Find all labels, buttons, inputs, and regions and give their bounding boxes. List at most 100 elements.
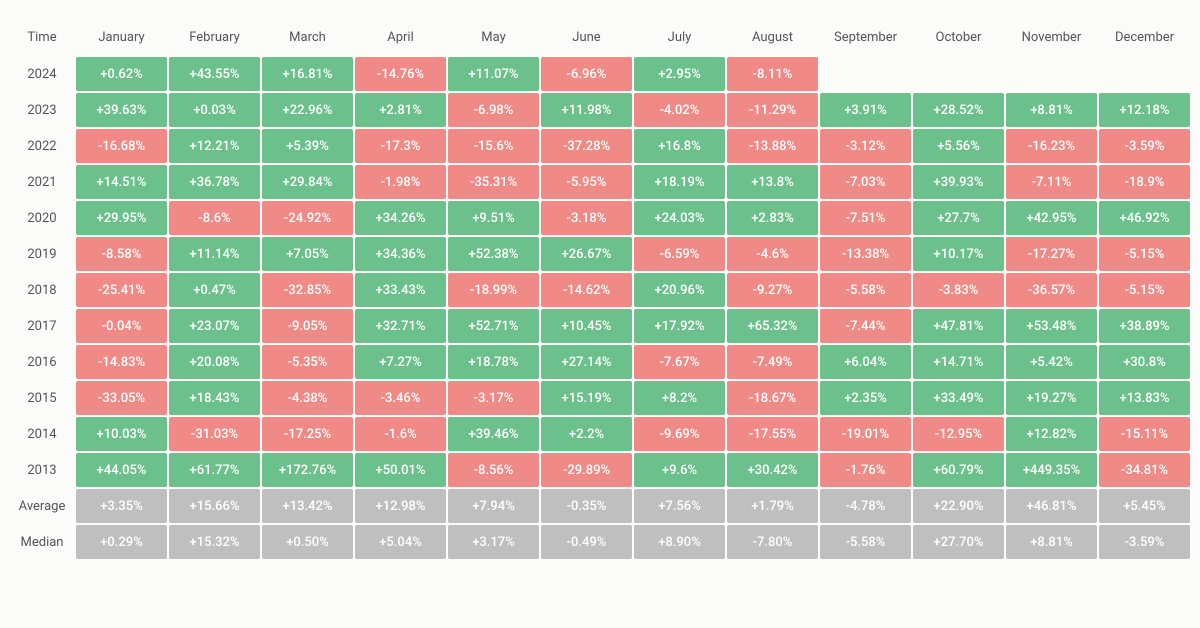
row-label-summary: Average: [10, 489, 74, 523]
cell-value: +12.82%: [1006, 417, 1097, 451]
cell-value: -25.41%: [76, 273, 167, 307]
cell-value: +0.03%: [169, 93, 260, 127]
cell-value: -15.11%: [1099, 417, 1190, 451]
cell-value: +2.35%: [820, 381, 911, 415]
cell-value: +14.71%: [913, 345, 1004, 379]
cell-value: +27.14%: [541, 345, 632, 379]
header-month: March: [262, 20, 353, 55]
cell-value: +10.17%: [913, 237, 1004, 271]
cell-value: +29.84%: [262, 165, 353, 199]
cell-value: -5.95%: [541, 165, 632, 199]
cell-value: +10.45%: [541, 309, 632, 343]
cell-summary: +5.04%: [355, 525, 446, 559]
cell-value: -4.38%: [262, 381, 353, 415]
cell-value: +44.05%: [76, 453, 167, 487]
cell-value: +172.76%: [262, 453, 353, 487]
cell-value: +38.89%: [1099, 309, 1190, 343]
cell-value: +50.01%: [355, 453, 446, 487]
row-label-year: 2024: [10, 57, 74, 91]
cell-value: -15.6%: [448, 129, 539, 163]
cell-value: +24.03%: [634, 201, 725, 235]
cell-value: -3.12%: [820, 129, 911, 163]
cell-summary: +15.66%: [169, 489, 260, 523]
cell-value: -1.98%: [355, 165, 446, 199]
cell-value: -1.76%: [820, 453, 911, 487]
row-label-summary: Median: [10, 525, 74, 559]
cell-value: -13.38%: [820, 237, 911, 271]
row-label-year: 2017: [10, 309, 74, 343]
cell-value: -18.9%: [1099, 165, 1190, 199]
cell-value: -18.99%: [448, 273, 539, 307]
cell-value: +28.52%: [913, 93, 1004, 127]
cell-value: -34.81%: [1099, 453, 1190, 487]
cell-value: -16.23%: [1006, 129, 1097, 163]
cell-value: -13.88%: [727, 129, 818, 163]
cell-value: -31.03%: [169, 417, 260, 451]
cell-summary: -0.49%: [541, 525, 632, 559]
cell-value: -36.57%: [1006, 273, 1097, 307]
cell-value: -7.49%: [727, 345, 818, 379]
cell-value: -14.62%: [541, 273, 632, 307]
cell-value: +20.08%: [169, 345, 260, 379]
cell-value: +61.77%: [169, 453, 260, 487]
cell-value: +9.6%: [634, 453, 725, 487]
cell-value: +22.96%: [262, 93, 353, 127]
cell-value: -7.11%: [1006, 165, 1097, 199]
cell-value: -7.44%: [820, 309, 911, 343]
cell-value: -7.67%: [634, 345, 725, 379]
cell-value: +7.05%: [262, 237, 353, 271]
cell-value: -8.56%: [448, 453, 539, 487]
cell-value: +449.35%: [1006, 453, 1097, 487]
cell-value: -6.96%: [541, 57, 632, 91]
header-month: January: [76, 20, 167, 55]
cell-value: +11.98%: [541, 93, 632, 127]
cell-summary: +7.56%: [634, 489, 725, 523]
cell-value: +11.07%: [448, 57, 539, 91]
header-month: August: [727, 20, 818, 55]
cell-summary: +0.50%: [262, 525, 353, 559]
cell-empty: [913, 57, 1004, 91]
cell-value: +16.8%: [634, 129, 725, 163]
cell-value: +39.46%: [448, 417, 539, 451]
row-label-year: 2020: [10, 201, 74, 235]
cell-summary: -0.35%: [541, 489, 632, 523]
cell-value: -16.68%: [76, 129, 167, 163]
cell-value: +43.55%: [169, 57, 260, 91]
cell-value: -6.59%: [634, 237, 725, 271]
cell-summary: +0.29%: [76, 525, 167, 559]
cell-value: +52.38%: [448, 237, 539, 271]
row-label-year: 2015: [10, 381, 74, 415]
header-time: Time: [10, 20, 74, 55]
cell-value: -19.01%: [820, 417, 911, 451]
cell-summary: +1.79%: [727, 489, 818, 523]
cell-value: -8.6%: [169, 201, 260, 235]
cell-value: -5.15%: [1099, 273, 1190, 307]
cell-value: +2.81%: [355, 93, 446, 127]
cell-value: -17.25%: [262, 417, 353, 451]
cell-value: -33.05%: [76, 381, 167, 415]
cell-summary: -7.80%: [727, 525, 818, 559]
cell-value: -5.35%: [262, 345, 353, 379]
row-label-year: 2023: [10, 93, 74, 127]
cell-value: +52.71%: [448, 309, 539, 343]
cell-value: -5.15%: [1099, 237, 1190, 271]
cell-value: +34.36%: [355, 237, 446, 271]
cell-summary: +8.90%: [634, 525, 725, 559]
cell-value: +16.81%: [262, 57, 353, 91]
cell-value: +10.03%: [76, 417, 167, 451]
cell-summary: +46.81%: [1006, 489, 1097, 523]
cell-value: +23.07%: [169, 309, 260, 343]
cell-value: -4.6%: [727, 237, 818, 271]
cell-summary: +8.81%: [1006, 525, 1097, 559]
cell-value: -5.58%: [820, 273, 911, 307]
cell-value: -6.98%: [448, 93, 539, 127]
header-month: September: [820, 20, 911, 55]
cell-value: +14.51%: [76, 165, 167, 199]
cell-value: +65.32%: [727, 309, 818, 343]
cell-value: +12.21%: [169, 129, 260, 163]
cell-value: +36.78%: [169, 165, 260, 199]
cell-value: -9.27%: [727, 273, 818, 307]
heatmap-table: TimeJanuaryFebruaryMarchAprilMayJuneJuly…: [0, 0, 1200, 579]
cell-value: +26.67%: [541, 237, 632, 271]
cell-value: +33.49%: [913, 381, 1004, 415]
